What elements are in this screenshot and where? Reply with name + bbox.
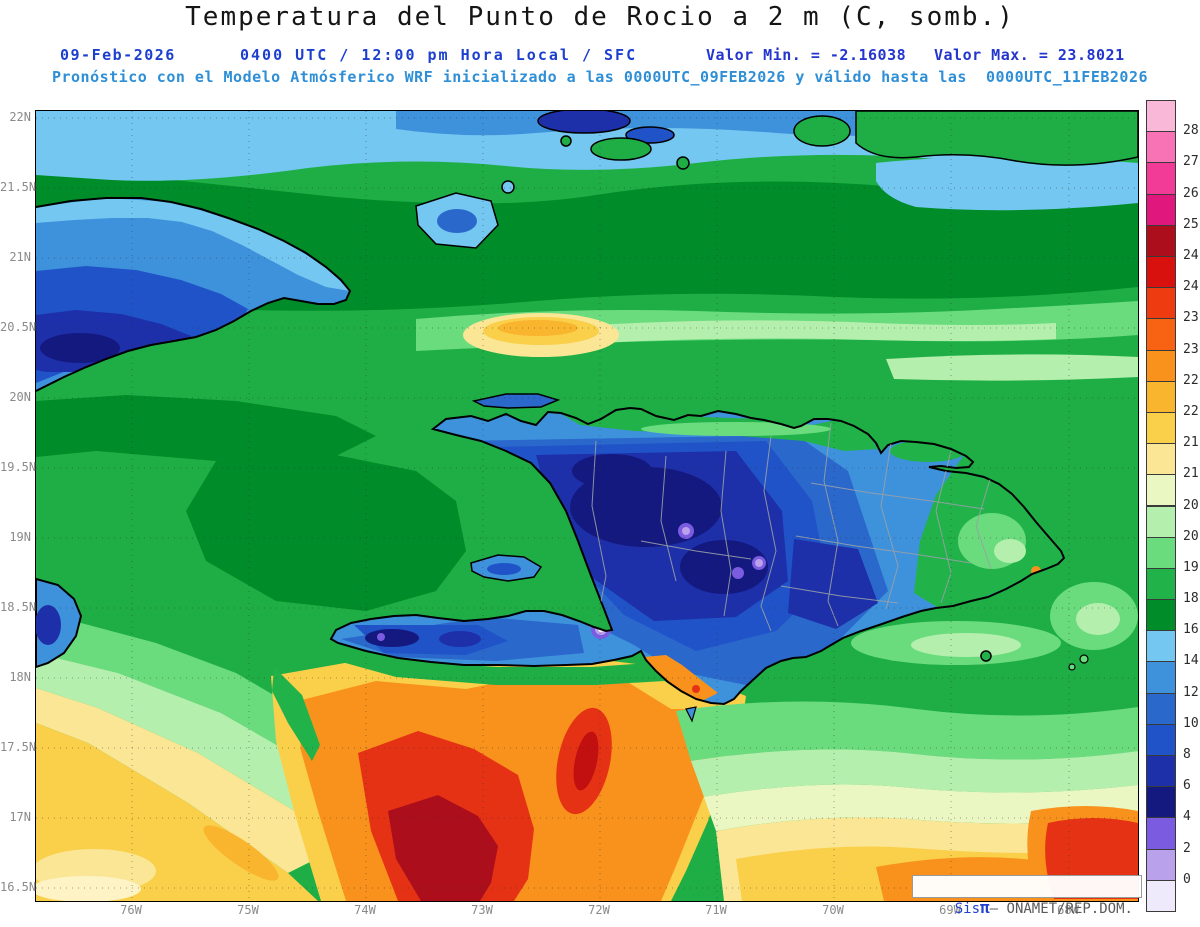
lon-tick-label: 74W xyxy=(354,903,376,917)
watermark: Sisπ– ONAMET/REP.DOM. xyxy=(912,875,1142,917)
colorbar-swatch xyxy=(1146,536,1176,569)
valid-time-label: 0400 UTC / 12:00 pm Hora Local / SFC xyxy=(240,46,638,64)
colorbar-tick-label: 21.5 xyxy=(1183,435,1200,451)
lat-tick-label: 21N xyxy=(9,250,31,264)
colorbar-swatch xyxy=(1146,162,1176,195)
value-min-label: Valor Min. = -2.16038 xyxy=(706,46,907,64)
colorbar-tick-label: 21 xyxy=(1183,466,1199,482)
colorbar-swatch xyxy=(1146,131,1176,164)
colorbar-swatch xyxy=(1146,411,1176,445)
colorbar-tick-label: 26 xyxy=(1183,185,1199,201)
colorbar-tick-label: 6 xyxy=(1183,778,1191,794)
colorbar-swatch xyxy=(1146,599,1176,632)
colorbar-swatch xyxy=(1146,255,1176,289)
tortue-island xyxy=(471,393,561,409)
map-plot-area xyxy=(35,110,1139,902)
colorbar-tick-label: 28 xyxy=(1183,123,1199,139)
colorbar-tick-label: 23 xyxy=(1183,341,1199,357)
colorbar-tick-label: 2 xyxy=(1183,840,1191,856)
lat-tick-label: 17.5N xyxy=(0,740,37,754)
colorbar-tick-label: 12 xyxy=(1183,684,1199,700)
colorbar-tick-label: 10 xyxy=(1183,715,1199,731)
lon-tick-label: 76W xyxy=(120,903,142,917)
colorbar-swatch xyxy=(1146,193,1176,226)
colorbar-tick-label: 27 xyxy=(1183,154,1199,170)
colorbar-swatch xyxy=(1146,287,1176,320)
beata-island xyxy=(685,706,697,723)
lat-tick-label: 17N xyxy=(9,810,31,824)
colorbar-tick-label: 8 xyxy=(1183,747,1191,763)
colorbar-tick-label: 20.5 xyxy=(1183,497,1200,513)
lat-tick-label: 20N xyxy=(9,390,31,404)
lat-tick-label: 16.5N xyxy=(0,880,37,894)
lat-tick-label: 21.5N xyxy=(0,180,37,194)
colorbar-tick-label: 20 xyxy=(1183,528,1199,544)
colorbar-swatch xyxy=(1146,661,1176,694)
lat-tick-label: 22N xyxy=(9,110,31,124)
colorbar-tick-label: 25 xyxy=(1183,216,1199,232)
colorbar-swatch xyxy=(1146,755,1176,788)
colorbar-tick-label: 22 xyxy=(1183,403,1199,419)
colorbar-swatch xyxy=(1146,630,1176,663)
lon-tick-label: 75W xyxy=(237,903,259,917)
pi-logo-icon: π xyxy=(980,898,990,917)
colorbar-tick-label: 4 xyxy=(1183,809,1191,825)
colorbar-swatch xyxy=(1146,879,1176,912)
colorbar-tick-label: 19 xyxy=(1183,559,1199,575)
colorbar-tick-label: 23.5 xyxy=(1183,310,1200,326)
watermark-credit: – ONAMET/REP.DOM. xyxy=(989,901,1133,917)
lat-tick-label: 18N xyxy=(9,670,31,684)
colorbar-swatch xyxy=(1146,817,1176,850)
colorbar-swatch xyxy=(1146,474,1176,507)
colorbar-tick-label: 0 xyxy=(1183,871,1191,887)
colorbar-swatch xyxy=(1146,848,1176,881)
dewpoint-map-svg xyxy=(36,111,1138,901)
colorbar-swatch xyxy=(1146,723,1176,757)
lon-tick-label: 71W xyxy=(705,903,727,917)
lon-tick-label: 72W xyxy=(588,903,610,917)
colorbar-tick-label: 24.5 xyxy=(1183,247,1200,263)
colorbar-swatch xyxy=(1146,692,1176,725)
colorbar-swatch xyxy=(1146,505,1176,538)
colorbar-tick-label: 16 xyxy=(1183,622,1199,638)
lon-tick-label: 73W xyxy=(471,903,493,917)
lat-tick-label: 19.5N xyxy=(0,460,37,474)
colorbar-swatch xyxy=(1146,318,1176,351)
lat-tick-label: 20.5N xyxy=(0,320,37,334)
colorbar-swatch xyxy=(1146,786,1176,819)
colorbar-tick-label: 18 xyxy=(1183,591,1199,607)
colorbar-swatch xyxy=(1146,224,1176,257)
colorbar-tick-label: 24 xyxy=(1183,279,1199,295)
date-label: 09-Feb-2026 xyxy=(60,46,176,64)
colorbar-swatch xyxy=(1146,349,1176,382)
watermark-sis: Sis xyxy=(954,901,981,917)
page-title: Temperatura del Punto de Rocio a 2 m (C,… xyxy=(185,2,1015,32)
lon-tick-label: 70W xyxy=(822,903,844,917)
colorbar-swatch xyxy=(1146,100,1176,133)
value-max-label: Valor Max. = 23.8021 xyxy=(934,46,1125,64)
model-info-line: Pronóstico con el Modelo Atmósferico WRF… xyxy=(51,68,1149,86)
saona-island xyxy=(980,650,992,662)
colorbar-tick-label: 14 xyxy=(1183,653,1199,669)
lat-tick-label: 18.5N xyxy=(0,600,37,614)
colorbar-tick-label: 22.5 xyxy=(1183,372,1200,388)
lat-tick-label: 19N xyxy=(9,530,31,544)
colorbar-swatch xyxy=(1146,443,1176,476)
colorbar-swatch xyxy=(1146,380,1176,413)
colorbar-swatch xyxy=(1146,567,1176,601)
mona-island xyxy=(1079,654,1089,664)
province-borders xyxy=(591,422,992,632)
